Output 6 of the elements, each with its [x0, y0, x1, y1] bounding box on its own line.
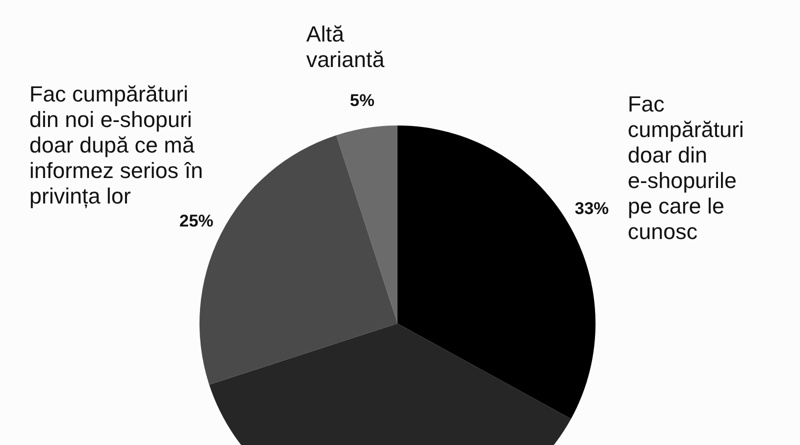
data-label: 33%: [574, 199, 609, 218]
slice-label: Fac cumpărături doar din e-shopurile pe care le cunosc: [628, 91, 744, 244]
slice-label: Fac cumpărături din noi e-shopuri doar după ce mă informez serios în privința lor: [29, 82, 204, 209]
data-label: 25%: [179, 212, 214, 231]
slice-label: Altă variantă: [306, 21, 386, 72]
data-label: 5%: [350, 91, 374, 110]
